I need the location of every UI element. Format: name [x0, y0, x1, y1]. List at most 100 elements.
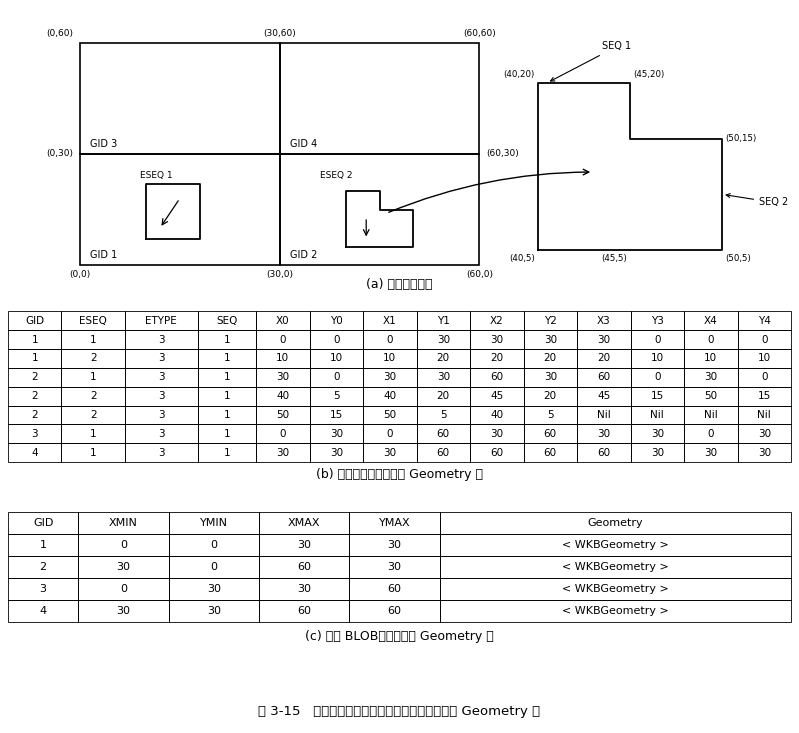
Text: 15: 15 — [650, 391, 664, 401]
Text: 50: 50 — [276, 410, 289, 420]
Text: 0: 0 — [210, 540, 217, 550]
Bar — [125, 330, 197, 349]
Bar — [363, 368, 416, 387]
Bar — [169, 556, 259, 578]
Bar — [523, 349, 577, 368]
Text: 3: 3 — [40, 584, 46, 594]
Text: < WKBGeometry >: < WKBGeometry > — [562, 562, 669, 572]
Bar — [125, 349, 197, 368]
Text: 60: 60 — [388, 584, 401, 594]
Bar — [349, 512, 439, 534]
Text: 3: 3 — [31, 429, 38, 439]
Text: 30: 30 — [297, 584, 311, 594]
Text: 1: 1 — [31, 353, 38, 364]
Text: (0,0): (0,0) — [70, 270, 90, 279]
Bar — [630, 443, 684, 463]
Text: 60: 60 — [597, 372, 610, 383]
Text: 30: 30 — [704, 448, 718, 457]
Bar — [630, 424, 684, 443]
Bar — [684, 349, 737, 368]
Text: 40: 40 — [491, 410, 503, 420]
Text: (45,5): (45,5) — [601, 254, 626, 262]
Bar — [470, 405, 523, 424]
Bar — [78, 512, 169, 534]
Text: 1: 1 — [40, 540, 46, 550]
Text: 0: 0 — [120, 584, 127, 594]
Text: GID 2: GID 2 — [290, 250, 317, 260]
Text: 30: 30 — [384, 372, 396, 383]
Bar — [470, 368, 523, 387]
Text: 1: 1 — [224, 391, 230, 401]
Bar — [62, 405, 125, 424]
Bar — [80, 43, 280, 154]
Bar — [684, 312, 737, 330]
Bar — [363, 405, 416, 424]
Text: 10: 10 — [704, 353, 718, 364]
Text: 15: 15 — [757, 391, 771, 401]
Bar — [523, 443, 577, 463]
Bar — [439, 534, 791, 556]
Bar — [197, 443, 256, 463]
Text: 20: 20 — [491, 353, 503, 364]
Bar — [256, 349, 309, 368]
Text: (60,0): (60,0) — [466, 270, 493, 279]
Text: 60: 60 — [543, 448, 557, 457]
Text: YMAX: YMAX — [379, 518, 411, 528]
Bar — [523, 387, 577, 405]
Bar — [523, 405, 577, 424]
Text: GID: GID — [33, 518, 54, 528]
Text: 3: 3 — [158, 448, 165, 457]
Bar — [349, 600, 439, 622]
Text: 1: 1 — [224, 429, 230, 439]
Text: 30: 30 — [297, 540, 311, 550]
Text: Nil: Nil — [597, 410, 610, 420]
Text: (45,20): (45,20) — [633, 70, 665, 79]
Bar — [684, 424, 737, 443]
Text: (b) 基于数字类型实现的 Geometry 表: (b) 基于数字类型实现的 Geometry 表 — [316, 468, 483, 482]
Bar — [62, 368, 125, 387]
Bar — [309, 330, 363, 349]
Bar — [349, 534, 439, 556]
Text: SEQ 2: SEQ 2 — [726, 194, 789, 207]
Bar — [737, 330, 791, 349]
Text: 40: 40 — [384, 391, 396, 401]
Bar — [737, 443, 791, 463]
Bar — [684, 368, 737, 387]
Text: 60: 60 — [597, 448, 610, 457]
Text: 0: 0 — [210, 562, 217, 572]
Text: 10: 10 — [276, 353, 289, 364]
Text: < WKBGeometry >: < WKBGeometry > — [562, 606, 669, 616]
Bar — [630, 368, 684, 387]
Text: 30: 30 — [384, 448, 396, 457]
Text: 2: 2 — [89, 410, 97, 420]
Text: 1: 1 — [89, 448, 97, 457]
Text: 30: 30 — [117, 606, 130, 616]
Text: 30: 30 — [543, 372, 557, 383]
Bar — [363, 312, 416, 330]
Bar — [125, 424, 197, 443]
Text: 1: 1 — [89, 334, 97, 345]
Text: (50,15): (50,15) — [725, 134, 757, 143]
Text: 60: 60 — [543, 429, 557, 439]
Bar — [169, 578, 259, 600]
Text: 3: 3 — [158, 334, 165, 345]
Bar — [737, 387, 791, 405]
Bar — [630, 312, 684, 330]
Text: GID 4: GID 4 — [290, 139, 317, 149]
Bar — [8, 600, 78, 622]
Bar — [169, 512, 259, 534]
Bar — [8, 443, 62, 463]
Text: 20: 20 — [437, 391, 450, 401]
Text: 60: 60 — [297, 562, 311, 572]
Bar — [8, 556, 78, 578]
Text: 0: 0 — [280, 334, 286, 345]
Bar — [8, 312, 62, 330]
Bar — [125, 405, 197, 424]
Bar — [8, 330, 62, 349]
Bar — [256, 424, 309, 443]
Text: X4: X4 — [704, 316, 718, 325]
Bar — [78, 534, 169, 556]
Bar — [523, 312, 577, 330]
Bar — [737, 368, 791, 387]
Bar — [363, 330, 416, 349]
